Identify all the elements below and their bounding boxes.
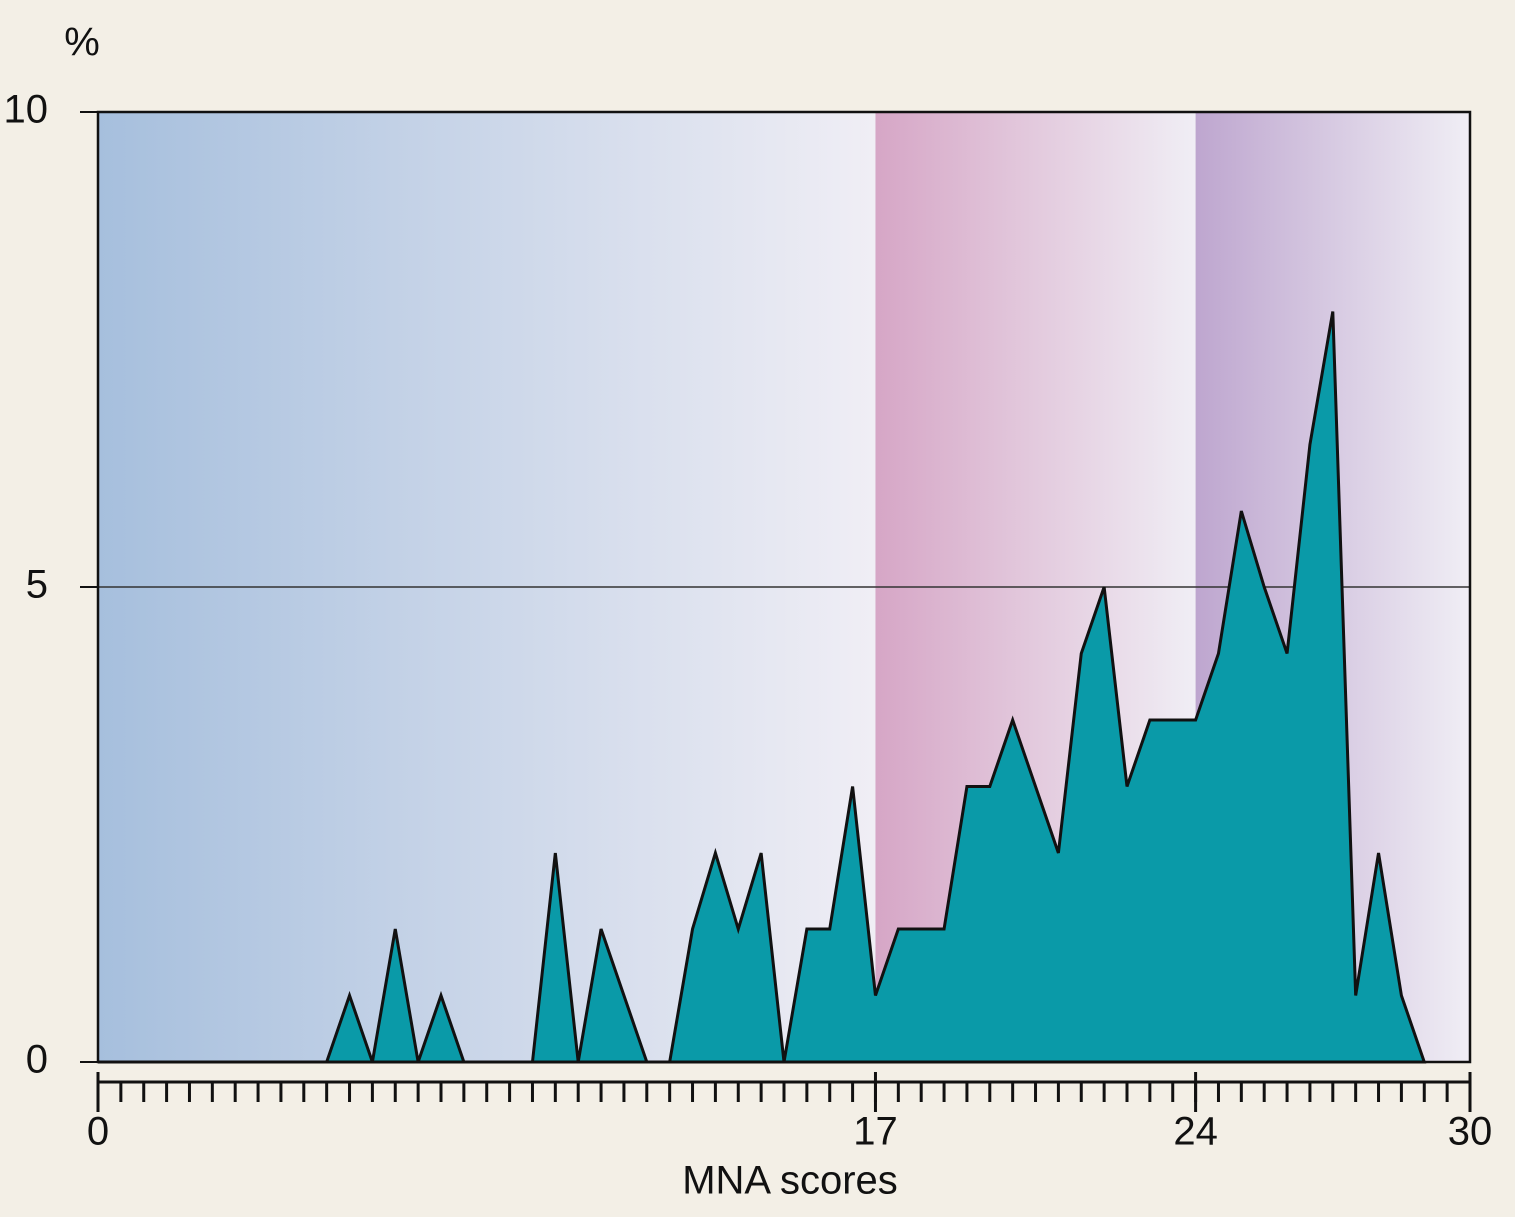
y-tick-label: 10 <box>4 88 49 132</box>
y-tick-label: 0 <box>26 1038 48 1082</box>
x-axis-label: MNA scores <box>682 1159 898 1203</box>
x-tick-label: 17 <box>853 1110 898 1154</box>
x-tick-label: 30 <box>1448 1110 1493 1154</box>
plot-frame <box>96 110 1472 1064</box>
x-tick-label: 0 <box>87 1110 109 1154</box>
y-axis-label: % <box>64 21 100 65</box>
y-tick-label: 5 <box>26 563 48 607</box>
x-tick-label: 24 <box>1173 1110 1218 1154</box>
